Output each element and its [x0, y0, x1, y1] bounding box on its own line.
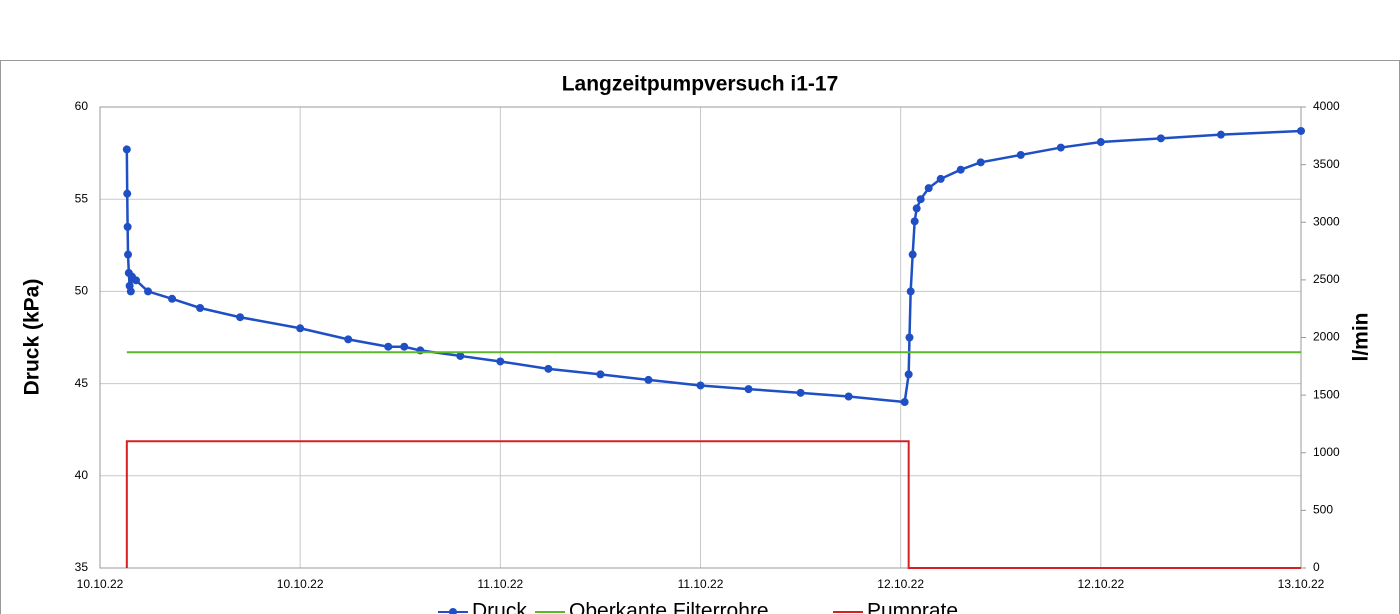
x-tick-label: 13.10.22	[1278, 577, 1325, 591]
x-tick-label: 10.10.22	[277, 577, 324, 591]
data-point	[1056, 143, 1065, 152]
data-point	[796, 388, 805, 397]
data-point	[906, 287, 915, 296]
data-point	[122, 145, 131, 154]
data-point	[126, 287, 135, 296]
data-point	[1096, 138, 1105, 147]
x-tick-label: 12.10.22	[1077, 577, 1124, 591]
data-point	[976, 158, 985, 167]
data-point	[744, 385, 753, 394]
y2-tick-label: 1500	[1313, 387, 1340, 401]
data-point	[124, 250, 133, 259]
y-tick-label: 50	[75, 284, 89, 298]
y-axis-title: Druck (kPa)	[21, 279, 44, 396]
y-tick-label: 35	[75, 560, 89, 574]
x-tick-label: 11.10.22	[477, 577, 523, 591]
data-point	[168, 294, 177, 303]
data-point	[123, 189, 132, 198]
data-point	[384, 342, 393, 351]
x-tick-label: 11.10.22	[678, 577, 724, 591]
data-point	[912, 204, 921, 213]
legend-marker	[449, 608, 457, 614]
data-point	[924, 184, 933, 193]
data-point	[696, 381, 705, 390]
series-line	[125, 440, 1301, 569]
legend-label: Druck	[472, 600, 527, 614]
legend-label: Oberkante Filterrohre	[569, 600, 769, 614]
data-point	[1297, 126, 1305, 135]
y2-axis-title: l/min	[1350, 312, 1373, 361]
data-point	[956, 165, 965, 174]
chart-title: Langzeitpumpversuch i1-17	[562, 73, 839, 96]
data-point	[916, 195, 925, 204]
plot-border	[99, 106, 1302, 569]
data-point	[544, 364, 553, 373]
data-point	[296, 324, 305, 333]
data-point	[236, 313, 245, 322]
y2-tick-label: 3000	[1313, 214, 1340, 228]
data-point	[132, 276, 141, 285]
data-point	[905, 333, 914, 342]
data-point	[456, 351, 465, 360]
data-point	[1016, 150, 1025, 159]
data-point	[904, 370, 913, 379]
data-point	[908, 250, 917, 259]
data-point	[1156, 134, 1165, 143]
data-point	[196, 303, 205, 312]
y2-tick-label: 2000	[1313, 330, 1340, 344]
y2-tick-label: 1000	[1313, 445, 1340, 459]
x-tick-label: 12.10.22	[877, 577, 924, 591]
y-tick-label: 55	[75, 191, 89, 205]
y2-tick-label: 0	[1313, 560, 1320, 574]
y2-tick-label: 4000	[1313, 99, 1340, 113]
data-point	[496, 357, 505, 366]
data-point	[596, 370, 605, 379]
y2-tick-label: 500	[1313, 503, 1333, 517]
data-point	[1216, 130, 1225, 139]
data-point	[844, 392, 853, 401]
y2-tick-label: 3500	[1313, 157, 1340, 171]
y-tick-label: 40	[75, 468, 89, 482]
legend-label: Pumprate	[867, 600, 958, 614]
y-tick-label: 45	[75, 376, 89, 390]
data-point	[123, 222, 132, 231]
data-point	[936, 174, 945, 183]
x-tick-label: 10.10.22	[77, 577, 124, 591]
y-tick-label: 60	[75, 99, 89, 113]
data-point	[644, 375, 653, 384]
y2-tick-label: 2500	[1313, 272, 1340, 286]
data-point	[400, 342, 409, 351]
data-point	[910, 217, 919, 226]
data-point	[144, 287, 153, 296]
data-point	[900, 398, 909, 407]
data-point	[344, 335, 353, 344]
